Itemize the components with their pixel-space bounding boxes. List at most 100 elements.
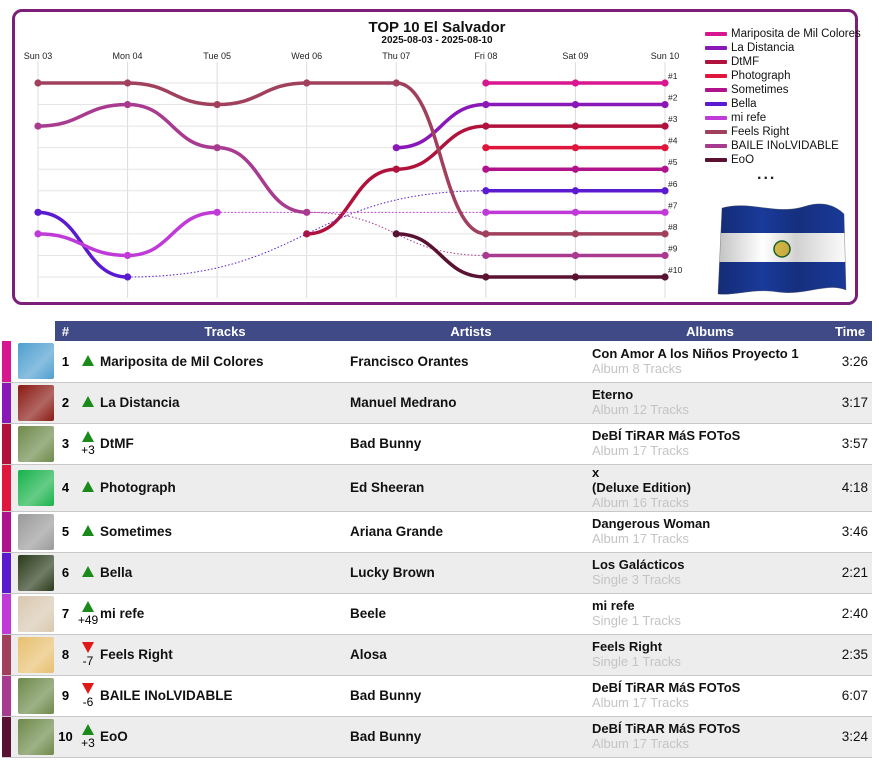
artist-name[interactable]: Francisco Orantes <box>350 353 469 369</box>
album-cover-image[interactable] <box>18 513 54 550</box>
legend-swatch <box>705 88 727 92</box>
col-header-tracks[interactable]: Tracks <box>100 321 350 341</box>
rank-change <box>76 511 100 552</box>
table-row[interactable]: 6 Bella Lucky Brown Los Galácticos Single 3 … <box>2 552 872 593</box>
artist-name[interactable]: Ariana Grande <box>350 524 444 539</box>
table-row[interactable]: 9 -6 BAILE INoLVIDABLE Bad Bunny DeBÍ TiRAR … <box>2 675 872 716</box>
track-name[interactable]: DtMF <box>100 436 134 451</box>
arrow-up-icon <box>82 724 94 735</box>
track-name[interactable]: Bella <box>100 565 133 580</box>
legend-item[interactable]: Mariposita de Mil Colores <box>705 27 865 41</box>
legend-item[interactable]: DtMF <box>705 55 865 69</box>
track-name[interactable]: Mariposita de Mil Colores <box>100 353 264 369</box>
col-header-rank[interactable]: # <box>55 321 76 341</box>
album-title[interactable]: DeBÍ TiRAR MáS FOToS <box>592 721 741 736</box>
chart-legend: Mariposita de Mil Colores La Distancia DtM… <box>705 27 865 167</box>
track-name[interactable]: La Distancia <box>100 395 180 410</box>
table-row[interactable]: 7 +49 mi refe Beele mi refe Single 1 Tracks 2:… <box>2 593 872 634</box>
album-cover-image[interactable] <box>18 384 54 421</box>
album-title[interactable]: mi refe <box>592 598 635 613</box>
data-point <box>661 144 669 152</box>
album-title[interactable]: Dangerous Woman <box>592 516 711 531</box>
album-cover-image[interactable] <box>18 469 54 506</box>
album-cover-image[interactable] <box>18 718 54 755</box>
data-point <box>123 100 132 109</box>
track-name[interactable]: Feels Right <box>100 647 173 662</box>
album-cover-image[interactable] <box>18 595 54 632</box>
legend-swatch <box>705 144 727 148</box>
album-title[interactable]: x (Deluxe Edition) <box>592 464 691 495</box>
table-row[interactable]: 5 Sometimes Ariana Grande Dangerous Woman Al… <box>2 511 872 552</box>
rank-change-value: +3 <box>81 736 95 750</box>
artist-name[interactable]: Bad Bunny <box>350 729 422 744</box>
track-name[interactable]: EoO <box>100 729 128 744</box>
col-header-artists[interactable]: Artists <box>350 321 592 341</box>
arrow-up-icon <box>82 431 94 442</box>
arrow-up-icon <box>82 396 94 407</box>
y-tick-label: #8 <box>668 222 678 232</box>
album-title[interactable]: DeBÍ TiRAR MáS FOToS <box>592 428 741 443</box>
data-point <box>571 187 580 195</box>
track-name[interactable]: mi refe <box>100 606 145 621</box>
row-color-stripe <box>2 675 11 716</box>
col-header-albums[interactable]: Albums <box>592 321 828 341</box>
legend-item[interactable]: Sometimes <box>705 83 865 97</box>
track-name[interactable]: Photograph <box>100 480 176 495</box>
x-tick-label: Sun 10 <box>651 51 680 61</box>
legend-item[interactable]: BAILE INoLVIDABLE <box>705 139 865 153</box>
row-color-stripe <box>2 552 11 593</box>
legend-swatch <box>705 46 727 50</box>
album-cover-image[interactable] <box>18 636 54 673</box>
legend-swatch <box>705 130 727 134</box>
series-line <box>215 81 309 107</box>
legend-swatch <box>705 60 727 64</box>
data-point <box>661 251 669 260</box>
album-title[interactable]: Feels Right <box>592 639 663 654</box>
table-row[interactable]: 8 -7 Feels Right Alosa Feels Right Single 1 T… <box>2 634 872 675</box>
data-point <box>34 79 42 87</box>
album-cover-image[interactable] <box>18 554 54 591</box>
legend-item[interactable]: Photograph <box>705 69 865 83</box>
data-point <box>303 79 311 87</box>
legend-more[interactable]: ... <box>757 166 777 183</box>
y-tick-label: #4 <box>668 136 678 146</box>
legend-item[interactable]: La Distancia <box>705 41 865 55</box>
table-row[interactable]: 2 La Distancia Manuel Medrano Eterno Album 1… <box>2 382 872 423</box>
data-point <box>571 79 580 87</box>
artist-name[interactable]: Lucky Brown <box>350 565 435 580</box>
artist-name[interactable]: Alosa <box>350 647 387 662</box>
data-point <box>482 273 490 281</box>
legend-item[interactable]: Feels Right <box>705 125 865 139</box>
table-row[interactable]: 3 +3 DtMF Bad Bunny DeBÍ TiRAR MáS FOToS Albu… <box>2 423 872 464</box>
y-tick-label: #10 <box>668 265 682 275</box>
legend-item[interactable]: mi refe <box>705 111 865 125</box>
data-point <box>392 165 400 173</box>
album-subtitle: Album 12 Tracks <box>592 402 689 417</box>
track-name[interactable]: Sometimes <box>100 524 173 539</box>
album-title[interactable]: Los Galácticos <box>592 557 685 572</box>
album-cover-image[interactable] <box>18 343 54 380</box>
legend-item[interactable]: Bella <box>705 97 865 111</box>
album-subtitle: Album 17 Tracks <box>592 443 689 458</box>
artist-name[interactable]: Bad Bunny <box>350 436 422 451</box>
table-row[interactable]: 4 Photograph Ed Sheeran x (Deluxe Edition) A… <box>2 464 872 511</box>
artist-name[interactable]: Ed Sheeran <box>350 480 425 495</box>
artist-name[interactable]: Manuel Medrano <box>350 395 457 410</box>
legend-label: Photograph <box>731 70 791 82</box>
table-row[interactable]: 1 Mariposita de Mil Colores Francisco Oran… <box>2 341 872 382</box>
track-name[interactable]: BAILE INoLVIDABLE <box>100 688 233 703</box>
col-header-time[interactable]: Time <box>828 321 872 341</box>
album-title[interactable]: Eterno <box>592 387 634 402</box>
table-row[interactable]: 10 +3 EoO Bad Bunny DeBÍ TiRAR MáS FOToS Albu… <box>2 716 872 757</box>
data-point <box>482 208 490 216</box>
arrow-up-icon <box>82 354 94 366</box>
legend-item[interactable]: EoO <box>705 153 865 167</box>
album-title[interactable]: DeBÍ TiRAR MáS FOToS <box>592 680 741 695</box>
track-duration: 3:17 <box>841 395 868 410</box>
album-title[interactable]: Con Amor A los Niños Proyecto 1 <box>592 345 799 361</box>
album-subtitle: Single 1 Tracks <box>592 654 681 669</box>
album-cover-image[interactable] <box>18 425 54 462</box>
album-cover-image[interactable] <box>18 677 54 714</box>
artist-name[interactable]: Bad Bunny <box>350 688 422 703</box>
artist-name[interactable]: Beele <box>350 606 387 621</box>
